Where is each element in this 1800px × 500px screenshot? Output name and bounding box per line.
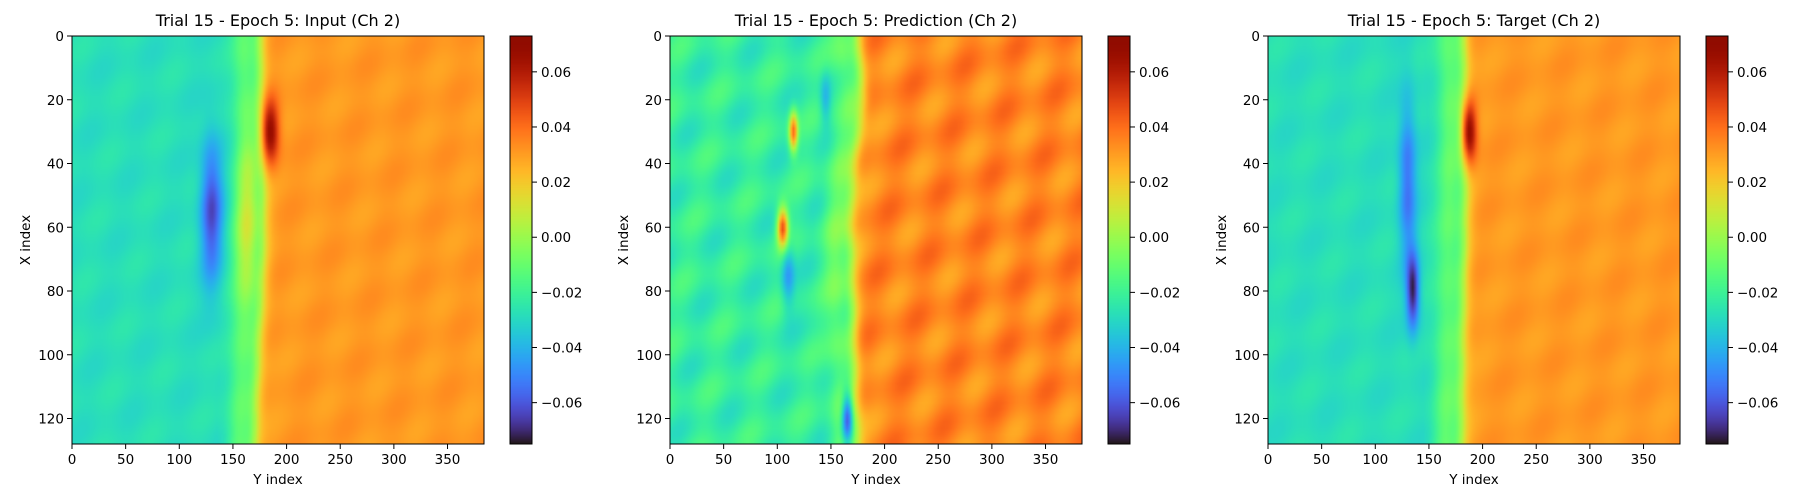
- x-tick-label: 50: [1313, 452, 1330, 468]
- x-tick-label: 350: [435, 452, 461, 468]
- x-tick-label: 300: [979, 452, 1005, 468]
- colorbar-tick-label: 0.00: [1737, 230, 1767, 246]
- y-tick-label: 100: [1234, 348, 1260, 364]
- colorbar-tick-label: 0.02: [1737, 175, 1767, 191]
- x-tick-label: 150: [818, 452, 844, 468]
- y-tick-label: 100: [38, 348, 64, 364]
- axes-frame: [1267, 35, 1681, 445]
- x-axis-label: Y index: [252, 472, 302, 488]
- x-tick-label: 350: [1033, 452, 1059, 468]
- colorbar-tick-label: 0.06: [1139, 65, 1169, 81]
- y-tick-label: 80: [1243, 284, 1260, 300]
- y-tick-label: 120: [38, 412, 64, 428]
- x-tick-label: 0: [68, 452, 77, 468]
- colorbar-frame: [509, 35, 533, 445]
- x-tick-label: 250: [327, 452, 353, 468]
- panel-1: Trial 15 - Epoch 5: Input (Ch 2) 0 50 100 15…: [18, 11, 582, 488]
- colorbar-frame: [1107, 35, 1131, 445]
- colorbar-tick-label: 0.00: [541, 230, 571, 246]
- colorbar: [510, 36, 532, 444]
- y-tick-label: 40: [1243, 157, 1260, 173]
- x-tick-label: 50: [117, 452, 134, 468]
- y-tick-label: 60: [47, 220, 64, 236]
- y-tick-label: 60: [645, 220, 662, 236]
- y-tick-label: 0: [55, 29, 64, 45]
- y-axis-label: X index: [616, 215, 632, 265]
- y-tick-label: 100: [636, 348, 662, 364]
- y-axis-label: X index: [18, 215, 34, 265]
- y-tick-label: 20: [645, 93, 662, 109]
- x-tick-label: 150: [220, 452, 246, 468]
- heatmap-image: [670, 36, 1082, 444]
- x-tick-label: 50: [715, 452, 732, 468]
- y-tick-label: 80: [645, 284, 662, 300]
- chart-title: Trial 15 - Epoch 5: Input (Ch 2): [155, 11, 400, 30]
- y-tick-label: 0: [653, 29, 662, 45]
- x-tick-label: 100: [166, 452, 192, 468]
- heatmap-image: [72, 36, 484, 444]
- x-axis-label: Y index: [850, 472, 900, 488]
- colorbar-tick-label: −0.06: [1139, 396, 1180, 412]
- x-tick-label: 0: [1264, 452, 1273, 468]
- x-tick-label: 250: [925, 452, 951, 468]
- colorbar-tick-label: −0.06: [541, 396, 582, 412]
- colorbar-tick-label: −0.06: [1737, 396, 1778, 412]
- x-axis-label: Y index: [1448, 472, 1498, 488]
- colorbar-tick-label: 0.04: [1737, 120, 1767, 136]
- colorbar-tick-label: 0.06: [1737, 65, 1767, 81]
- x-tick-label: 100: [764, 452, 790, 468]
- chart-title: Trial 15 - Epoch 5: Target (Ch 2): [1347, 11, 1600, 30]
- x-tick-label: 200: [274, 452, 300, 468]
- axes-frame: [669, 35, 1083, 445]
- colorbar-frame: [1705, 35, 1729, 445]
- colorbar-tick-label: 0.04: [541, 120, 571, 136]
- x-tick-label: 0: [666, 452, 675, 468]
- y-tick-label: 80: [47, 284, 64, 300]
- x-tick-label: 250: [1523, 452, 1549, 468]
- axes-frame: [71, 35, 485, 445]
- y-tick-label: 0: [1251, 29, 1260, 45]
- colorbar: [1706, 36, 1728, 444]
- y-tick-label: 40: [645, 157, 662, 173]
- colorbar-tick-label: 0.04: [1139, 120, 1169, 136]
- colorbar-tick-label: −0.02: [1737, 285, 1778, 301]
- colorbar-tick-label: −0.02: [1139, 285, 1180, 301]
- y-tick-label: 20: [1243, 93, 1260, 109]
- colorbar-tick-label: −0.04: [1737, 341, 1778, 357]
- x-tick-label: 150: [1416, 452, 1442, 468]
- colorbar-tick-label: 0.06: [541, 65, 571, 81]
- x-tick-label: 300: [1577, 452, 1603, 468]
- colorbar-tick-label: 0.02: [541, 175, 571, 191]
- x-tick-label: 200: [872, 452, 898, 468]
- colorbar-tick-label: 0.00: [1139, 230, 1169, 246]
- colorbar-tick-label: −0.04: [1139, 341, 1180, 357]
- colorbar-tick-label: 0.02: [1139, 175, 1169, 191]
- x-tick-label: 300: [381, 452, 407, 468]
- panel-3: Trial 15 - Epoch 5: Target (Ch 2) 0 50 100 1…: [1214, 11, 1778, 488]
- y-axis-label: X index: [1214, 215, 1230, 265]
- y-tick-label: 120: [1234, 412, 1260, 428]
- x-tick-label: 100: [1362, 452, 1388, 468]
- chart-title: Trial 15 - Epoch 5: Prediction (Ch 2): [734, 11, 1017, 30]
- y-tick-label: 40: [47, 157, 64, 173]
- panel-2: Trial 15 - Epoch 5: Prediction (Ch 2) 0 50…: [616, 11, 1180, 488]
- y-tick-label: 20: [47, 93, 64, 109]
- colorbar: [1108, 36, 1130, 444]
- y-tick-label: 120: [636, 412, 662, 428]
- y-tick-label: 60: [1243, 220, 1260, 236]
- colorbar-tick-label: −0.02: [541, 285, 582, 301]
- x-tick-label: 200: [1470, 452, 1496, 468]
- colorbar-tick-label: −0.04: [541, 341, 582, 357]
- x-tick-label: 350: [1631, 452, 1657, 468]
- heatmap-image: [1268, 36, 1680, 444]
